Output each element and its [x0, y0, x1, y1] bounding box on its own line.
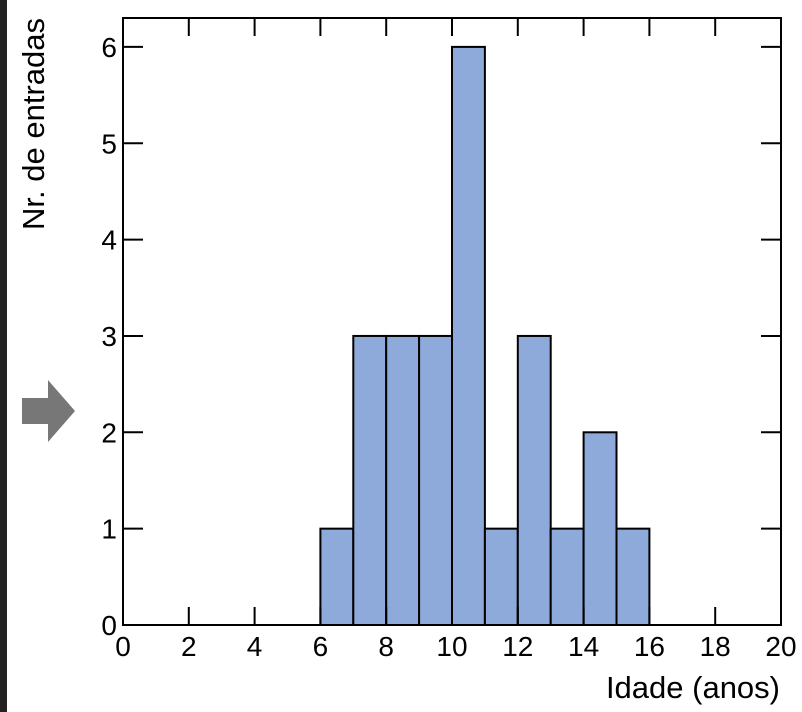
- x-axis-title: Idade (anos): [606, 670, 780, 705]
- bar: [451, 45, 486, 626]
- bar: [615, 527, 651, 627]
- x-tick-label: 10: [436, 631, 467, 662]
- x-tick-label: 14: [568, 631, 599, 662]
- y-tick-label: 1: [101, 514, 117, 545]
- x-tick-label: 18: [700, 631, 731, 662]
- left-edge: [0, 0, 7, 712]
- y-tick-label: 6: [101, 32, 117, 63]
- y-tick-label: 0: [101, 610, 117, 641]
- y-tick-label: 3: [101, 321, 117, 352]
- x-tick-label: 16: [634, 631, 665, 662]
- x-tick-label: 20: [765, 631, 796, 662]
- bar: [319, 527, 355, 627]
- x-tick-label: 0: [115, 631, 131, 662]
- y-tick-label: 5: [101, 128, 117, 159]
- x-tick-label: 2: [181, 631, 197, 662]
- bar: [582, 431, 618, 626]
- x-tick-label: 6: [313, 631, 329, 662]
- x-tick-label: 12: [502, 631, 533, 662]
- y-tick-label: 4: [101, 225, 117, 256]
- bar: [352, 334, 388, 626]
- bar: [516, 334, 552, 626]
- bar: [483, 527, 519, 627]
- bar: [418, 334, 454, 626]
- y-axis-title: Nr. de entradas: [16, 18, 51, 230]
- bar: [549, 527, 585, 627]
- y-tick-label: 2: [101, 417, 117, 448]
- arrow: [22, 380, 75, 442]
- bar: [385, 334, 421, 626]
- x-tick-label: 4: [247, 631, 263, 662]
- x-tick-label: 8: [378, 631, 394, 662]
